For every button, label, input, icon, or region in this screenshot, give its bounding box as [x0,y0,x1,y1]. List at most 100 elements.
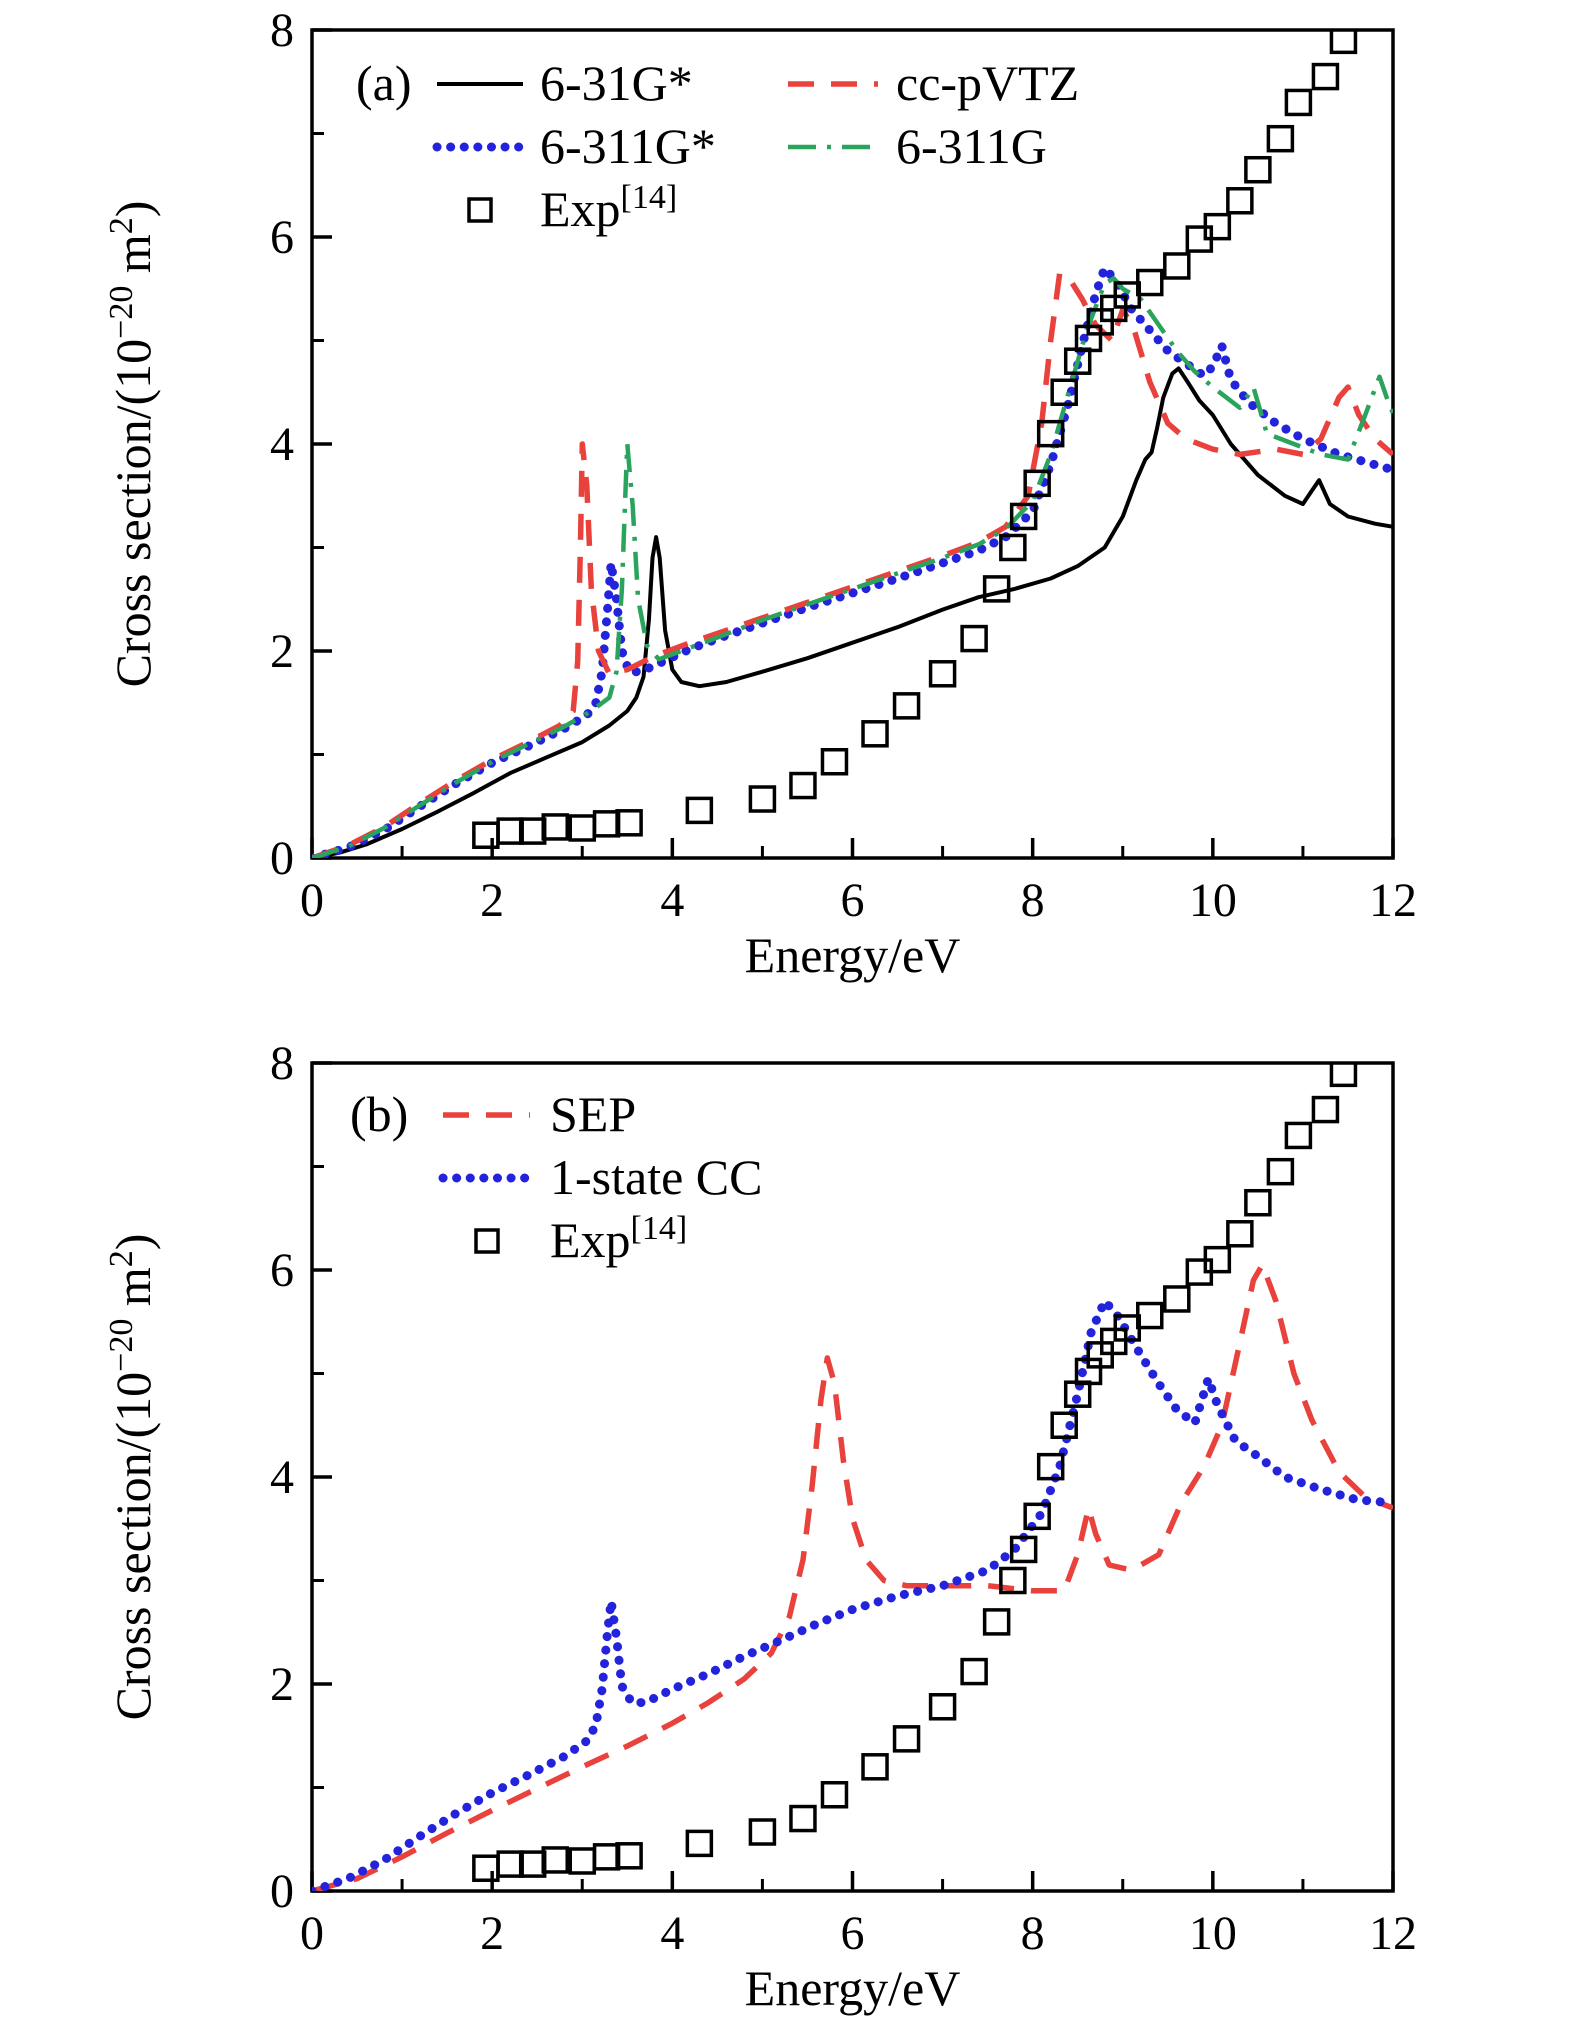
series-group [312,30,1393,858]
exp-square-marker [820,747,849,776]
exp-square-marker [1009,1535,1038,1564]
exp-square-marker [789,771,817,800]
exp-square-marker [960,624,988,653]
exp-square-marker [1036,419,1065,448]
y-tick-label: 8 [270,1037,294,1090]
exp-square-marker [861,1753,889,1781]
exp-square-marker [1009,502,1038,531]
x-tick-label: 10 [1189,1907,1237,1960]
legend-panel-a: (a) 6-31G* cc-pVTZ 6-311G* 6-311G Exp[14] [356,55,1079,237]
y-tick-label: 0 [270,1865,294,1918]
x-tick-label: 8 [1021,874,1045,927]
panel-label: (b) [350,1086,408,1142]
legend-label: 6-311G* [540,118,716,174]
x-tick-label: 2 [480,874,504,927]
exp-square-marker [1244,155,1272,184]
exp-square-marker [1136,268,1164,297]
exp-square-marker [1226,187,1254,215]
legend-item-ccpvtz: cc-pVTZ [788,55,1079,111]
exp-square-marker [892,692,921,720]
exp-square-marker [861,720,889,748]
exp-square-marker [685,1829,714,1858]
exp-square-marker [685,796,714,825]
legend-label: cc-pVTZ [896,55,1079,111]
legend-label: 6-311G [896,118,1047,174]
exp-square-marker [1284,88,1313,117]
plot-box [310,1061,1395,1893]
exp-square-marker [1266,124,1295,153]
exp-square-marker [518,1850,547,1878]
exp-square-marker [1163,1285,1191,1313]
y-tick-label: 6 [270,1244,294,1297]
x-tick-label: 8 [1021,1907,1045,1960]
exp-square-marker [1226,1220,1254,1248]
exp-square-marker [472,1854,500,1882]
exp-square-marker [1023,1502,1051,1531]
exp-square-marker [592,1843,621,1871]
x-tick-label: 12 [1369,1907,1417,1960]
x-tick-label: 2 [480,1907,504,1960]
legend-label: 1-state CC [550,1149,762,1205]
y-tick-label: 0 [270,832,294,885]
y-tick-label: 2 [270,1658,294,1711]
legend-square-marker [467,197,493,223]
series-b631gs [312,366,1393,858]
x-tick-label: 12 [1369,874,1417,927]
exp-square-marker [1244,1188,1272,1217]
exp-square-marker [1036,1452,1065,1481]
legend-item-sep: SEP [443,1086,636,1142]
exp-square-marker [748,1818,777,1846]
legend-label: SEP [550,1086,636,1142]
exp-square-marker [960,1657,988,1686]
exp-square-marker [1050,378,1078,406]
exp-square-marker [1329,30,1358,55]
y-axis-label: Cross section/(10−20 m2) [103,201,161,688]
exp-square-marker [748,785,777,813]
x-tick-label: 6 [841,874,865,927]
legend-label: 6-31G* [540,55,693,111]
exp-square-marker [982,575,1011,603]
exp-square-marker [1266,1157,1295,1186]
exp-square-marker [541,1846,569,1874]
legend-item-cc1: 1-state CC [438,1149,762,1205]
exp-square-marker [568,1847,596,1875]
series-b6311g [312,276,1393,858]
exp-square-marker [496,1850,524,1878]
legend-square-marker [474,1228,500,1254]
exp-square-marker [1136,1301,1164,1330]
series-sep [312,1262,1393,1891]
exp-square-marker [892,1725,921,1753]
legend-item-exp: Exp[14] [467,179,677,237]
panel-b: 0 2 4 6 8 10 12 0 2 4 6 8 Energy/eV Cross section/(10… [103,1037,1417,2016]
x-tick-label: 0 [300,874,324,927]
exp-square-marker [1203,212,1232,241]
exp-square-marker [541,813,569,841]
legend-item-b6311gs: 6-311G* [432,118,716,174]
exp-square-marker [1311,62,1340,91]
x-tick-label: 4 [660,1907,684,1960]
exp-square-marker [928,660,957,688]
series-b6311gs [312,263,1393,858]
x-tick-label: 10 [1189,874,1237,927]
axis-ticks [310,1061,1395,1893]
series-exp [472,30,1358,849]
legend-item-b631gs: 6-31G* [437,55,693,111]
y-tick-label: 8 [270,4,294,57]
y-tick-label: 4 [270,418,294,471]
panel-a: 0 2 4 6 8 10 12 0 2 4 6 8 Energy/eV Cross section/(10… [103,4,1417,983]
exp-square-marker [1311,1095,1340,1124]
x-axis-label: Energy/eV [745,927,961,983]
exp-square-marker [472,821,500,849]
series-exp [472,1063,1358,1882]
exp-square-marker [999,1566,1027,1595]
exp-square-marker [1329,1063,1358,1088]
legend-label: Exp[14] [550,1210,687,1268]
exp-square-marker [496,817,524,845]
legend-item-b6311g: 6-311G [788,118,1047,174]
exp-square-marker [928,1693,957,1721]
exp-square-marker [1050,1411,1078,1439]
x-axis-label: Energy/eV [745,1960,961,2016]
legend-item-exp: Exp[14] [474,1210,687,1268]
series-group [312,1063,1393,1891]
